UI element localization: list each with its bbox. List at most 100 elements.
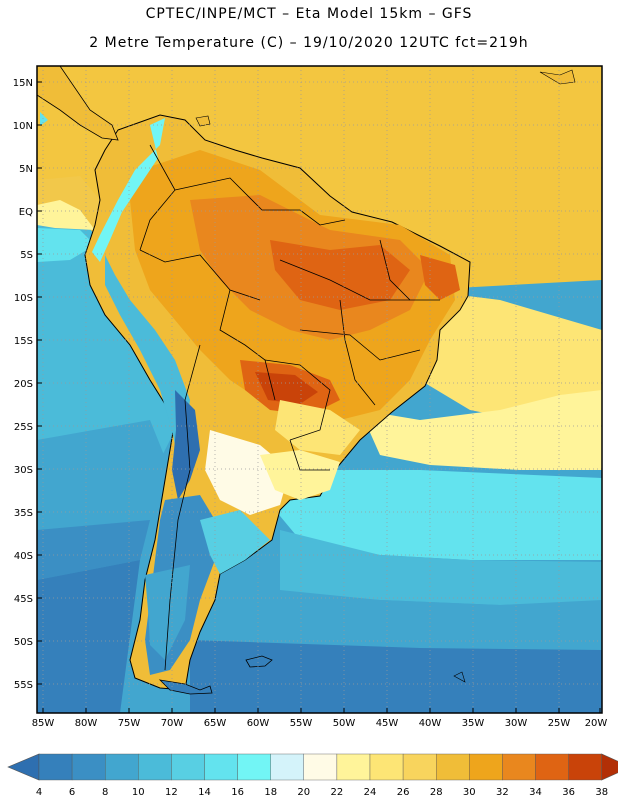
pacific-cold-band — [37, 520, 150, 580]
colorbar-label: 14 — [198, 787, 211, 798]
lat-label: 45S — [14, 594, 33, 605]
uruguay-warm — [260, 450, 340, 500]
colorbar-swatch — [303, 753, 338, 781]
country-borders — [139, 144, 440, 671]
colorbar-label: 12 — [165, 787, 178, 798]
lat-label: 20S — [14, 379, 33, 390]
pacific-warm-patch — [37, 200, 95, 230]
colorbar-swatch — [204, 753, 238, 781]
border-state-4 — [379, 239, 440, 301]
pampa-cool — [200, 510, 270, 574]
lat-label: 40S — [14, 551, 33, 562]
colorbar-label: 6 — [69, 787, 75, 798]
colorbar-label: 28 — [430, 787, 443, 798]
lat-label: EQ — [19, 207, 33, 218]
lat-label: 15N — [13, 78, 33, 89]
andes-altiplano-cold — [172, 390, 200, 500]
border-uruguay — [289, 439, 330, 471]
border-state-1 — [279, 259, 410, 301]
lat-label: 35S — [14, 508, 33, 519]
lon-label: 20W — [585, 718, 608, 729]
border-colombia — [139, 144, 176, 251]
longitude-labels: 85W 80W 75W 70W 65W 60W 55W 50W 45W 40W … — [32, 718, 608, 729]
colorbar-label: 8 — [102, 787, 108, 798]
atlantic-coldest-band — [190, 640, 602, 713]
lon-label: 45W — [376, 718, 399, 729]
colorbar-label: 4 — [36, 787, 42, 798]
lon-label: 65W — [204, 718, 227, 729]
falkland-islands — [245, 655, 273, 668]
colorbar-label: 32 — [496, 787, 509, 798]
hottest-pantanal — [255, 372, 318, 404]
lat-label: 10N — [13, 121, 33, 132]
pacific-south-band — [37, 420, 170, 530]
border-state-2 — [299, 329, 421, 361]
colorbar-swatch — [38, 753, 73, 781]
south-georgia — [453, 671, 466, 683]
colorbar-arrow-right — [601, 753, 618, 781]
colorbar-label: 22 — [331, 787, 344, 798]
lat-label: 5S — [20, 250, 33, 261]
colorbar-swatch — [104, 753, 139, 781]
colorbar-swatch — [171, 753, 205, 781]
border-guianas — [299, 209, 346, 226]
colorbar: 4 6 8 10 12 14 16 18 20 22 24 26 28 30 32 34 36 38 — [7, 753, 618, 798]
pacific-coldest-band — [37, 560, 140, 713]
border-chile-argentina — [164, 344, 201, 671]
border-bolivia — [219, 289, 276, 401]
south-brazil-warm — [275, 400, 360, 455]
lon-label: 55W — [290, 718, 313, 729]
lat-label: 30S — [14, 465, 33, 476]
map-frame — [36, 65, 603, 714]
lat-label: 25S — [14, 422, 33, 433]
lon-label: 35W — [462, 718, 485, 729]
colorbar-label: 24 — [364, 787, 377, 798]
colorbar-label: 18 — [264, 787, 277, 798]
lon-label: 30W — [505, 718, 528, 729]
atlantic-cold-band — [210, 590, 602, 650]
pacific-cool-band — [37, 205, 180, 460]
border-paraguay — [264, 359, 331, 441]
colorbar-swatch — [237, 753, 271, 781]
title-line-1: CPTEC/INPE/MCT – Eta Model 15km – GFS — [145, 6, 473, 22]
lat-label: 10S — [14, 293, 33, 304]
andes-north-cold — [92, 118, 165, 262]
colorbar-label: 36 — [562, 787, 575, 798]
lon-label: 50W — [333, 718, 356, 729]
colorbar-swatch — [270, 753, 305, 781]
colorbar-label: 16 — [231, 787, 244, 798]
colorbar-swatch — [436, 753, 470, 781]
lat-label: 15S — [14, 336, 33, 347]
caribbean-island-2 — [195, 115, 211, 127]
border-state-3 — [339, 299, 376, 406]
colorbar-label: 38 — [595, 787, 608, 798]
lon-label: 60W — [247, 718, 270, 729]
lat-label: 50S — [14, 637, 33, 648]
colorbar-swatch — [502, 753, 536, 781]
colorbar-swatch — [138, 753, 172, 781]
colorbar-label: 34 — [529, 787, 542, 798]
colorbar-swatch — [568, 753, 602, 781]
hottest-amazon — [270, 240, 410, 310]
lon-label: 85W — [32, 718, 55, 729]
colorbar-swatch — [71, 753, 106, 781]
colorbar-arrow-left — [7, 753, 40, 781]
lon-label: 70W — [161, 718, 184, 729]
andes-central-cold — [105, 255, 190, 470]
central-america — [37, 66, 119, 141]
colorbar-swatch — [535, 753, 569, 781]
title-line-2: 2 Metre Temperature (C) – 19/10/2020 12U… — [89, 35, 529, 51]
lat-label: 55S — [14, 680, 33, 691]
colorbar-label: 26 — [397, 787, 410, 798]
colorbar-swatch — [402, 753, 437, 781]
caribbean-island-1 — [539, 69, 576, 85]
atlantic-cool-band — [280, 530, 602, 605]
tierra-del-fuego — [158, 679, 213, 695]
pacific-coastal-band — [37, 228, 95, 262]
colorbar-label: 10 — [132, 787, 145, 798]
lon-label: 40W — [419, 718, 442, 729]
latitude-labels: 15N 10N 5N EQ 5S 10S 15S 20S 25S 30S 35S… — [13, 78, 33, 691]
lon-label: 75W — [118, 718, 141, 729]
lat-label: 5N — [19, 164, 33, 175]
